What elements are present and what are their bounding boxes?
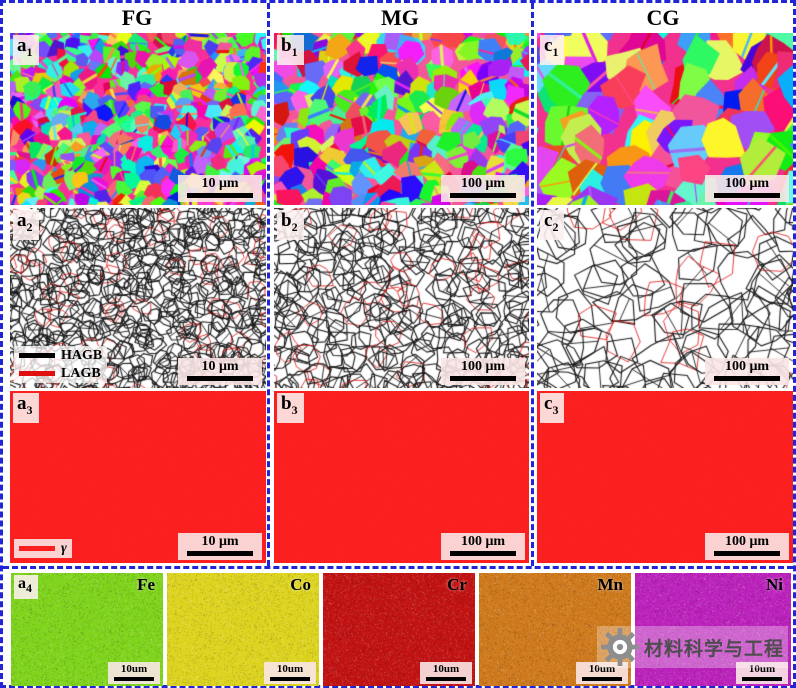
scale-bar-line — [714, 551, 780, 556]
panel-label-c1: c1 — [540, 35, 565, 65]
scale-bar-fe: 10um — [108, 662, 160, 684]
panel-label-a2: a2 — [13, 210, 39, 240]
hagb-label: HAGB — [61, 348, 103, 363]
scale-text: 10um — [588, 663, 616, 675]
lagb-label: LAGB — [61, 366, 101, 381]
scale-text: 10um — [120, 663, 148, 675]
panel-c1-ipf-cg: c1 100 μm — [537, 33, 793, 205]
element-label-fe: Fe — [137, 575, 155, 594]
panel-eds-ni: Ni 10um — [635, 573, 791, 686]
scale-text: 100 μm — [460, 359, 506, 374]
legend-lagb: LAGB — [19, 366, 102, 381]
boundary-legend: HAGB LAGB — [14, 346, 108, 383]
panel-b1-ipf-mg: b1 100 μm — [274, 33, 529, 205]
scale-bar-line — [114, 677, 154, 681]
legend-hagb: HAGB — [19, 348, 102, 363]
column-divider-2 — [531, 3, 534, 566]
panel-label-a1: a1 — [13, 35, 39, 65]
column-divider-1 — [267, 3, 270, 566]
panel-label-a3: a3 — [13, 393, 39, 423]
scale-bar-line — [270, 677, 310, 681]
hagb-line-swatch — [19, 353, 55, 358]
column-header-mg: MG — [381, 5, 419, 30]
scale-text: 100 μm — [724, 359, 770, 374]
scale-bar-c1: 100 μm — [705, 175, 789, 202]
scale-text: 10 μm — [201, 359, 239, 374]
column-header-cg: CG — [646, 5, 680, 30]
scale-text: 10um — [276, 663, 304, 675]
panel-b3-phase-mg: b3 100 μm — [274, 391, 529, 563]
panel-a1-ipf-fg: a1 10 μm — [10, 33, 266, 205]
scale-text: 10um — [748, 663, 776, 675]
scale-bar-cr: 10um — [420, 662, 472, 684]
panel-label-b1: b1 — [277, 35, 304, 65]
panel-eds-fe: a4 Fe 10um — [11, 573, 163, 686]
panel-label-c3: c3 — [540, 393, 565, 423]
row-divider — [3, 566, 793, 569]
scale-bar-b3: 100 μm — [441, 533, 525, 560]
scale-text: 100 μm — [724, 534, 770, 549]
scale-bar-line — [714, 193, 780, 198]
watermark-text: 材料科学与工程 — [643, 637, 784, 660]
panel-a3-phase-fg: a3 γ 10 μm — [10, 391, 266, 563]
scale-bar-line — [450, 193, 516, 198]
scale-bar-line — [714, 376, 780, 381]
scale-bar-b1: 100 μm — [441, 175, 525, 202]
scale-text: 10um — [432, 663, 460, 675]
panel-label-c2: c2 — [540, 210, 565, 240]
panel-c3-phase-cg: c3 100 μm — [537, 391, 793, 563]
scale-bar-c3: 100 μm — [705, 533, 789, 560]
scale-bar-b2: 100 μm — [441, 358, 525, 385]
scale-text: 10 μm — [201, 534, 239, 549]
panel-eds-mn: Mn 10um — [479, 573, 631, 686]
scale-bar-line — [187, 193, 253, 198]
phase-legend: γ — [14, 539, 72, 558]
element-label-ni: Ni — [766, 575, 783, 594]
scale-bar-a1: 10 μm — [178, 175, 262, 202]
scale-bar-mn: 10um — [576, 662, 628, 684]
scale-bar-line — [450, 551, 516, 556]
scale-bar-a3: 10 μm — [178, 533, 262, 560]
lagb-line-swatch — [19, 371, 55, 376]
element-label-cr: Cr — [447, 575, 467, 594]
scale-bar-line — [187, 376, 253, 381]
scale-text: 100 μm — [724, 176, 770, 191]
element-label-mn: Mn — [597, 575, 624, 594]
gamma-label: γ — [61, 541, 67, 556]
panel-label-b3: b3 — [277, 393, 304, 423]
column-header-fg: FG — [121, 5, 153, 30]
scale-bar-a2: 10 μm — [178, 358, 262, 385]
panel-a2-gb-fg: a2 HAGB LAGB 10 μm — [10, 208, 266, 388]
scale-bar-ni: 10um — [736, 662, 788, 684]
panel-eds-cr: Cr 10um — [323, 573, 475, 686]
watermark: 材料科学与工程 — [596, 626, 788, 668]
gear-icon — [600, 628, 639, 666]
legend-gamma: γ — [19, 541, 67, 556]
panel-eds-co: Co 10um — [167, 573, 319, 686]
scale-bar-co: 10um — [264, 662, 316, 684]
panel-label-b2: b2 — [277, 210, 304, 240]
scale-bar-line — [742, 677, 782, 681]
panel-label-a4: a4 — [14, 575, 38, 600]
scale-text: 10 μm — [201, 176, 239, 191]
scale-text: 100 μm — [460, 534, 506, 549]
scale-bar-line — [582, 677, 622, 681]
scale-bar-line — [426, 677, 466, 681]
scale-bar-line — [187, 551, 253, 556]
scale-bar-c2: 100 μm — [705, 358, 789, 385]
panel-c2-gb-cg: c2 100 μm — [537, 208, 793, 388]
panel-b2-gb-mg: b2 100 μm — [274, 208, 529, 388]
scale-text: 100 μm — [460, 176, 506, 191]
gamma-line-swatch — [19, 546, 55, 551]
element-label-co: Co — [290, 575, 311, 594]
scale-bar-line — [450, 376, 516, 381]
